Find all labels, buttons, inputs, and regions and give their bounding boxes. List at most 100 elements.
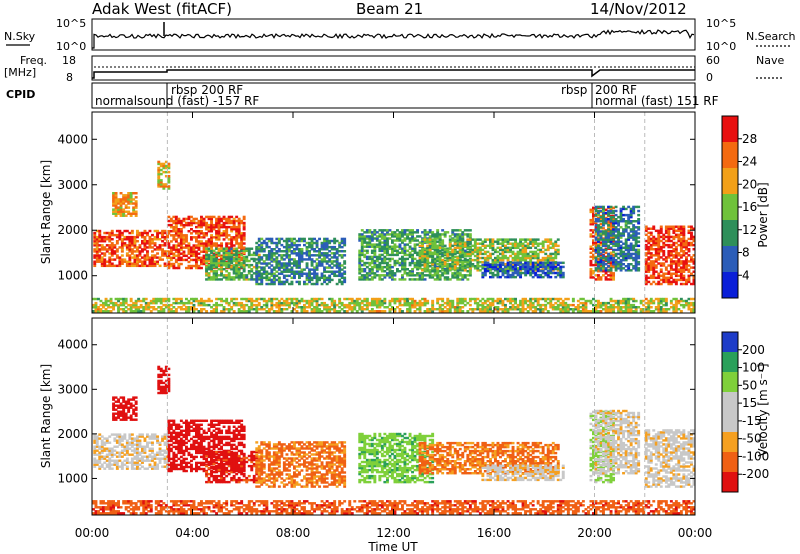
data-cell: [122, 210, 126, 213]
data-cell: [240, 256, 244, 260]
data-cell: [114, 303, 118, 307]
data-cell: [315, 245, 319, 249]
data-cell: [501, 242, 505, 245]
data-cell: [310, 254, 314, 257]
data-cell: [685, 278, 688, 282]
data-cell: [556, 263, 560, 267]
data-cell: [295, 245, 299, 249]
data-cell: [426, 246, 430, 250]
data-cell: [164, 160, 168, 164]
data-cell: [142, 310, 146, 313]
data-cell: [100, 248, 104, 251]
data-cell: [182, 301, 186, 305]
data-cell: [205, 232, 209, 235]
data-cell: [408, 308, 412, 311]
data-cell: [491, 267, 495, 271]
data-cell: [232, 223, 236, 227]
data-cell: [443, 233, 447, 236]
data-cell: [536, 267, 540, 271]
data-cell: [159, 310, 163, 313]
data-cell: [112, 212, 116, 215]
data-cell: [463, 249, 467, 253]
data-cell: [604, 240, 608, 243]
data-cell: [524, 263, 528, 267]
data-cell: [448, 301, 452, 305]
data-cell: [202, 248, 206, 251]
data-cell: [262, 250, 266, 253]
data-cell: [265, 262, 269, 265]
data-cell: [195, 246, 198, 249]
data-cell: [343, 303, 347, 307]
data-cell: [463, 303, 467, 307]
data-cell: [375, 239, 379, 242]
data-cell: [458, 248, 462, 252]
data-cell: [333, 254, 337, 257]
data-cell: [491, 271, 495, 275]
data-cell: [448, 242, 452, 245]
data-cell: [190, 264, 193, 268]
data-cell: [634, 244, 638, 248]
data-cell: [466, 238, 470, 241]
data-cell: [190, 254, 193, 258]
data-cell: [521, 242, 525, 245]
data-cell: [338, 264, 342, 267]
data-cell: [386, 263, 389, 267]
data-cell: [343, 310, 347, 313]
data-cell: [531, 269, 535, 273]
data-cell: [549, 269, 553, 273]
data-cell: [169, 225, 173, 229]
data-cell: [210, 230, 214, 233]
data-cell: [679, 262, 683, 265]
data-cell: [486, 258, 490, 262]
data-cell: [242, 278, 246, 281]
data-cell: [426, 308, 430, 311]
data-cell: [629, 236, 633, 239]
data-cell: [664, 266, 668, 269]
data-cell: [235, 297, 239, 301]
data-cell: [118, 233, 122, 237]
data-cell: [169, 223, 173, 227]
data-cell: [330, 301, 334, 305]
data-cell: [187, 223, 191, 227]
data-cell: [411, 259, 415, 263]
data-cell: [298, 254, 301, 257]
data-cell: [458, 238, 462, 241]
data-cell: [408, 253, 412, 257]
data-cell: [438, 297, 442, 301]
data-cell: [546, 273, 550, 277]
data-cell: [664, 260, 668, 263]
data-cell: [609, 251, 613, 255]
data-cell: [423, 303, 427, 307]
data-cell: [275, 266, 279, 269]
data-cell: [164, 175, 168, 178]
data-cell: [602, 224, 605, 227]
data-cell: [363, 249, 367, 253]
data-cell: [313, 306, 317, 309]
data-cell: [240, 297, 244, 301]
data-cell: [240, 249, 244, 253]
data-cell: [506, 267, 510, 270]
data-cell: [260, 268, 264, 271]
data-cell: [607, 218, 611, 221]
data-cell: [629, 215, 633, 219]
data-cell: [391, 270, 394, 273]
data-cell: [483, 269, 487, 273]
data-cell: [534, 267, 538, 271]
data-cell: [230, 215, 234, 219]
data-cell: [215, 251, 219, 255]
data-cell: [393, 272, 397, 275]
data-cell: [649, 254, 653, 257]
data-cell: [141, 242, 144, 245]
data-cell: [609, 263, 613, 267]
data-cell: [391, 278, 394, 281]
data-cell: [463, 297, 467, 301]
data-cell: [134, 196, 138, 199]
data-cell: [468, 258, 472, 262]
data-cell: [338, 262, 342, 265]
data-cell: [237, 236, 241, 239]
data-cell: [401, 259, 404, 263]
data-cell: [406, 308, 410, 311]
data-cell: [115, 242, 119, 245]
data-cell: [687, 270, 691, 273]
data-cell: [597, 240, 600, 243]
